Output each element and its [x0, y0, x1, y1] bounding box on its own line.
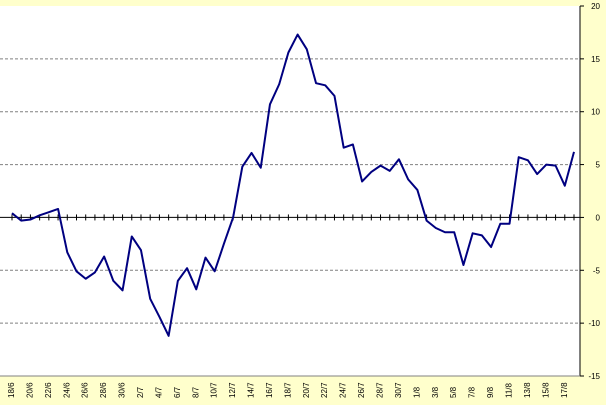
- series-line: [11, 33, 575, 337]
- x-tick-label: 26/6: [81, 382, 90, 398]
- x-tick-label: 20/7: [302, 382, 311, 398]
- x-tick-label: 22/7: [320, 382, 329, 398]
- x-tick-label: 9/8: [486, 386, 495, 398]
- x-tick-label: 7/8: [468, 386, 477, 398]
- x-tick-label: 8/7: [191, 386, 200, 398]
- y-tick-label: 20: [591, 2, 600, 11]
- axes: [0, 5, 584, 377]
- x-tick-label: 26/7: [357, 382, 366, 398]
- y-tick-label: -15: [588, 372, 600, 381]
- x-tick-label: 28/6: [99, 382, 108, 398]
- y-tick-label: 10: [591, 108, 600, 117]
- y-tick-label: 15: [591, 55, 600, 64]
- x-tick-label: 30/7: [394, 382, 403, 398]
- y-tick-label: -10: [588, 319, 600, 328]
- x-tick-label: 18/7: [283, 382, 292, 398]
- x-tick-label: 24/6: [62, 382, 71, 398]
- y-tick-label: 0: [596, 213, 601, 222]
- x-tick-label: 17/8: [560, 382, 569, 398]
- y-tick-label: 5: [596, 161, 601, 170]
- x-tick-label: 10/7: [210, 382, 219, 398]
- x-tick-label: 15/8: [541, 382, 550, 398]
- x-tick-label: 11/8: [505, 382, 514, 398]
- x-tick-label: 2/7: [136, 386, 145, 398]
- x-tick-label: 30/6: [118, 382, 127, 398]
- x-tick-label: 14/7: [247, 382, 256, 398]
- x-tick-label: 22/6: [44, 382, 53, 398]
- x-tick-label: 24/7: [339, 382, 348, 398]
- x-tick-label: 1/8: [412, 386, 421, 398]
- y-axis-tick-labels: -15 -10 -5 0 5 10 15 20: [588, 2, 600, 381]
- x-tick-label: 3/8: [431, 386, 440, 398]
- x-tick-label: 4/7: [154, 386, 163, 398]
- x-axis-tick-labels: 18/6 20/6 22/6 24/6 26/6 28/6 30/6 2/7 4/7 6/7 8/7…: [7, 382, 569, 398]
- x-tick-label: 13/8: [523, 382, 532, 398]
- series-layer: [11, 33, 575, 337]
- x-tick-label: 20/6: [25, 382, 34, 398]
- y-tick-label: -5: [593, 266, 601, 275]
- plot-area: [0, 6, 580, 376]
- x-tick-label: 18/6: [7, 382, 16, 398]
- x-tick-label: 12/7: [228, 382, 237, 398]
- x-tick-label: 6/7: [173, 386, 182, 398]
- x-tick-label: 5/8: [449, 386, 458, 398]
- x-tick-label: 16/7: [265, 382, 274, 398]
- x-tick-label: 28/7: [376, 382, 385, 398]
